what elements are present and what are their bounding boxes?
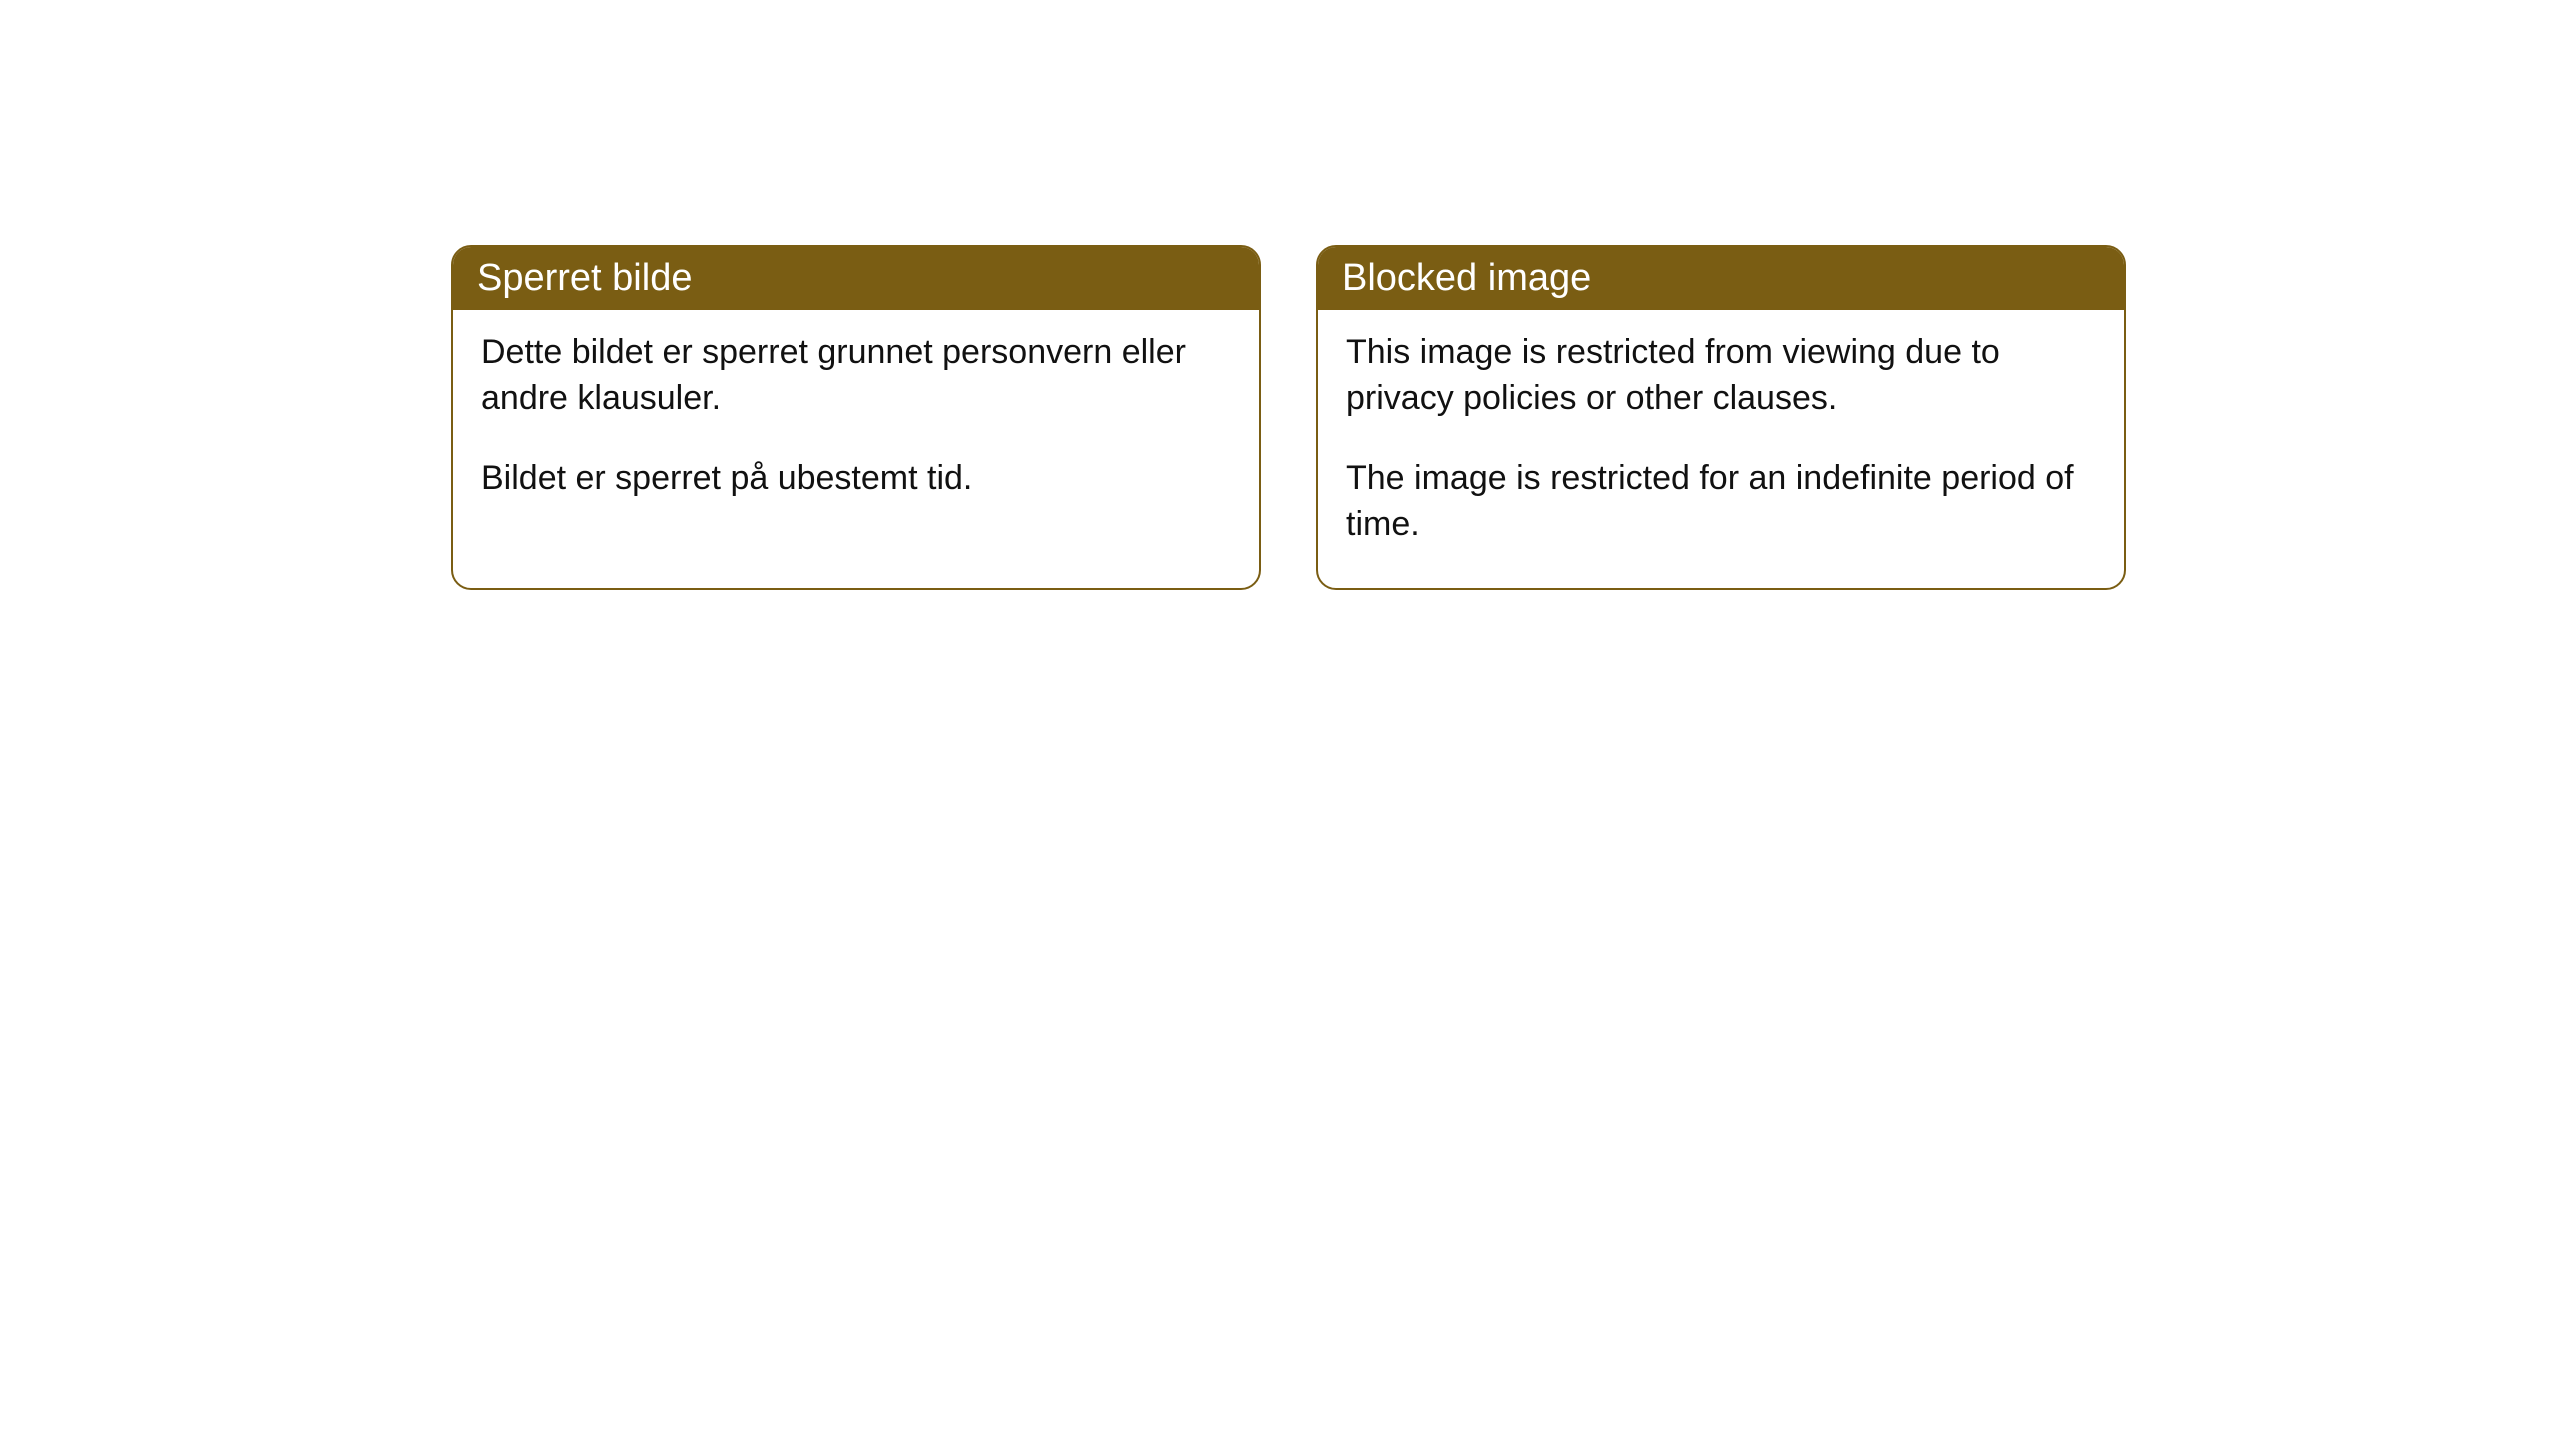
- notice-card-norwegian: Sperret bilde Dette bildet er sperret gr…: [451, 245, 1261, 590]
- card-paragraph: Dette bildet er sperret grunnet personve…: [481, 330, 1231, 422]
- card-paragraph: Bildet er sperret på ubestemt tid.: [481, 456, 1231, 502]
- card-body: Dette bildet er sperret grunnet personve…: [453, 310, 1259, 542]
- card-title: Blocked image: [1342, 257, 1591, 299]
- card-title: Sperret bilde: [477, 257, 692, 299]
- card-header: Sperret bilde: [453, 247, 1259, 310]
- card-paragraph: The image is restricted for an indefinit…: [1346, 456, 2096, 548]
- notice-card-english: Blocked image This image is restricted f…: [1316, 245, 2126, 590]
- notice-container: Sperret bilde Dette bildet er sperret gr…: [451, 245, 2126, 590]
- card-paragraph: This image is restricted from viewing du…: [1346, 330, 2096, 422]
- card-body: This image is restricted from viewing du…: [1318, 310, 2124, 588]
- card-header: Blocked image: [1318, 247, 2124, 310]
